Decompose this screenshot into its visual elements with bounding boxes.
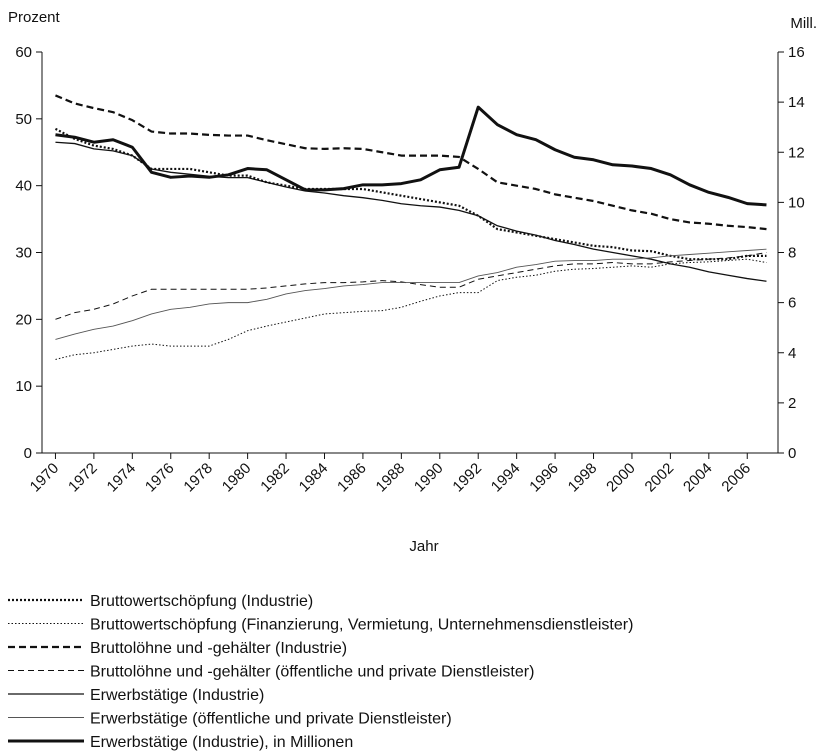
y2-tick-label: 14 [788,94,805,111]
x-tick-label: 1986 [334,460,370,496]
legend-label: Bruttolöhne und -gehälter (Industrie) [90,640,347,657]
legend-label: Erwerbstätige (Industrie) [90,687,264,704]
x-tick-label: 1982 [257,460,293,496]
x-tick-label: 2002 [642,460,678,496]
legend-label: Bruttolöhne und -gehälter (öffentliche u… [90,664,534,681]
series-line [55,252,767,320]
y-tick-label: 60 [15,44,32,61]
y-tick-label: 30 [15,245,32,262]
x-tick-label: 1976 [142,460,178,496]
y2-tick-label: 2 [788,395,796,412]
x-tick-label: 1972 [65,460,101,496]
y-tick-label: 20 [15,311,32,328]
series-line [55,94,767,231]
y-tick-label: 50 [15,111,32,128]
legend-label: Bruttowertschöpfung (Industrie) [90,593,313,610]
y-axis-label: Prozent [8,9,61,26]
x-tick-label: 1994 [488,460,524,496]
x-axis-label: Jahr [409,538,438,555]
series-line [55,105,767,207]
x-tick-label: 2004 [680,460,716,496]
x-tick-label: 2000 [603,460,639,496]
x-tick-label: 1974 [104,460,140,496]
series-line [55,258,767,360]
legend-label: Erwerbstätige (öffentliche und private D… [90,711,452,728]
x-tick-label: 1992 [449,460,485,496]
y2-axis-label: Mill. [790,15,817,32]
y2-tick-label: 8 [788,245,796,262]
x-tick-label: 1998 [565,460,601,496]
y2-tick-label: 10 [788,194,805,211]
y2-tick-label: 0 [788,445,796,462]
series-line [54,127,767,261]
x-tick-label: 1996 [526,460,562,496]
legend-label: Erwerbstätige (Industrie), in Millionen [90,734,353,751]
y2-tick-label: 16 [788,44,805,61]
x-tick-label: 1978 [180,460,216,496]
y2-tick-label: 6 [788,295,796,312]
series-line [55,248,767,340]
x-tick-label: 1990 [411,460,447,496]
y2-tick-label: 12 [788,144,805,161]
x-tick-label: 2006 [718,460,754,496]
legend-label: Bruttowertschöpfung (Finanzierung, Vermi… [90,617,633,634]
x-tick-label: 1980 [219,460,255,496]
x-tick-label: 1988 [373,460,409,496]
x-tick-label: 1984 [296,460,332,496]
y-tick-label: 0 [24,445,32,462]
y-tick-label: 40 [15,178,32,195]
series-line [55,141,767,282]
y-tick-label: 10 [15,378,32,395]
y2-tick-label: 4 [788,345,796,362]
x-tick-label: 1970 [27,460,63,496]
